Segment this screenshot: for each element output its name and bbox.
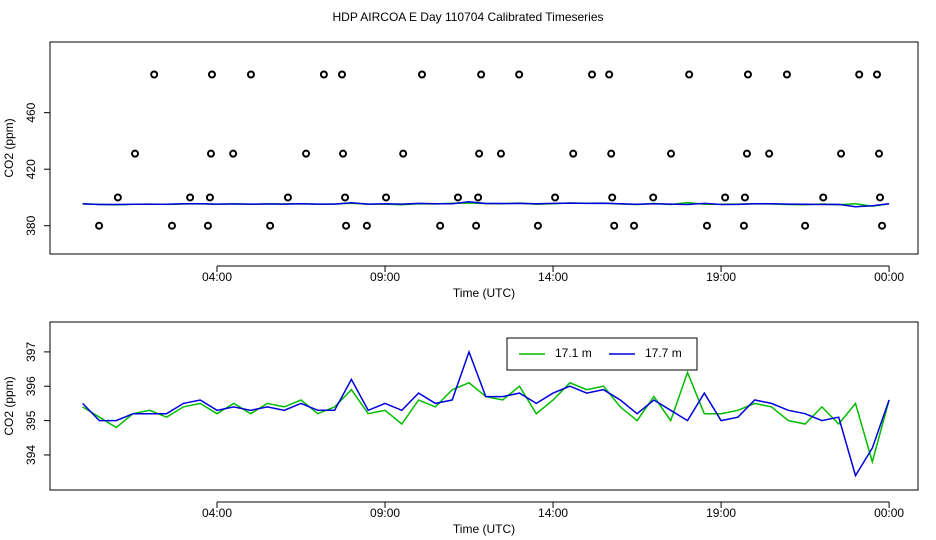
- flag-point: [319, 70, 328, 79]
- flag-point: [113, 193, 122, 202]
- y-tick-label: 396: [24, 376, 38, 396]
- flag-point: [436, 221, 445, 230]
- flag-point: [496, 149, 505, 158]
- flag-point: [739, 221, 748, 230]
- flag-point: [167, 221, 176, 230]
- flag-point: [150, 70, 159, 79]
- flag-point: [266, 221, 275, 230]
- flag-point: [362, 221, 371, 230]
- series-line: [82, 349, 890, 478]
- flag-point: [382, 193, 391, 202]
- flag-point: [873, 70, 882, 79]
- flag-point: [649, 193, 658, 202]
- y-tick-label: 420: [24, 159, 38, 179]
- x-tick-label: 04:00: [202, 506, 232, 520]
- flag-point: [855, 70, 864, 79]
- flag-point: [875, 149, 884, 158]
- legend-label: 17.7 m: [645, 346, 682, 360]
- y-tick-label: 460: [24, 102, 38, 122]
- flag-point: [342, 221, 351, 230]
- flag-point: [131, 149, 140, 158]
- y-axis-label: CO2 (ppm): [2, 376, 16, 435]
- y-tick-label: 394: [24, 445, 38, 465]
- flag-point: [837, 149, 846, 158]
- flag-point: [607, 149, 616, 158]
- flag-point: [721, 193, 730, 202]
- plot-area: [82, 70, 890, 230]
- x-tick-label: 04:00: [202, 270, 232, 284]
- x-tick-label: 09:00: [370, 270, 400, 284]
- flag-point: [801, 221, 810, 230]
- flag-point: [475, 149, 484, 158]
- x-axis-label: Time (UTC): [453, 286, 515, 300]
- flag-point: [605, 70, 614, 79]
- x-tick-label: 00:00: [874, 270, 904, 284]
- flag-point: [610, 221, 619, 230]
- flag-point: [819, 193, 828, 202]
- plot-frame: [49, 321, 919, 491]
- x-tick-label: 14:00: [538, 506, 568, 520]
- flag-point: [399, 149, 408, 158]
- x-axis-label: Time (UTC): [453, 522, 515, 536]
- x-tick-label: 14:00: [538, 270, 568, 284]
- flag-point: [533, 221, 542, 230]
- y-tick-label: 395: [24, 410, 38, 430]
- flag-point: [742, 149, 751, 158]
- flag-point: [418, 70, 426, 79]
- flag-point: [341, 193, 350, 202]
- flag-point: [283, 193, 292, 202]
- x-tick-label: 19:00: [706, 506, 736, 520]
- flag-point: [743, 70, 752, 79]
- x-tick-label: 09:00: [370, 506, 400, 520]
- flag-point: [246, 70, 255, 79]
- flag-point: [207, 70, 216, 79]
- flag-point: [453, 193, 462, 202]
- flag-point: [878, 221, 887, 230]
- flag-point: [186, 193, 195, 202]
- y-tick-label: 397: [24, 342, 38, 362]
- flag-point: [551, 193, 560, 202]
- flag-point: [477, 70, 486, 79]
- plot-frame: [49, 41, 919, 255]
- flag-point: [667, 149, 676, 158]
- flag-point: [338, 70, 347, 79]
- flag-point: [302, 149, 311, 158]
- flag-point: [630, 221, 639, 230]
- flag-point: [229, 149, 238, 158]
- flag-point: [765, 149, 774, 158]
- flag-point: [205, 193, 214, 202]
- flag-point: [685, 70, 694, 79]
- flag-point: [95, 221, 104, 230]
- x-tick-label: 19:00: [706, 270, 736, 284]
- y-tick-label: 380: [24, 215, 38, 235]
- flag-point: [569, 149, 578, 158]
- flag-point: [702, 221, 711, 230]
- flag-point: [608, 193, 617, 202]
- flag-point: [474, 193, 483, 202]
- flag-point: [203, 221, 212, 230]
- flag-point: [588, 70, 597, 79]
- legend-label: 17.1 m: [555, 346, 592, 360]
- plot-area: [82, 349, 890, 478]
- y-axis-label: CO2 (ppm): [2, 118, 16, 177]
- chart-title: HDP AIRCOA E Day 110704 Calibrated Times…: [332, 10, 603, 24]
- flag-point: [515, 70, 524, 79]
- flag-point: [472, 221, 481, 230]
- series-line: [82, 200, 890, 208]
- flag-point: [206, 149, 215, 158]
- x-tick-label: 00:00: [874, 506, 904, 520]
- flag-point: [339, 149, 348, 158]
- flag-point: [740, 193, 749, 202]
- flag-point: [876, 193, 885, 202]
- flag-point: [782, 70, 791, 79]
